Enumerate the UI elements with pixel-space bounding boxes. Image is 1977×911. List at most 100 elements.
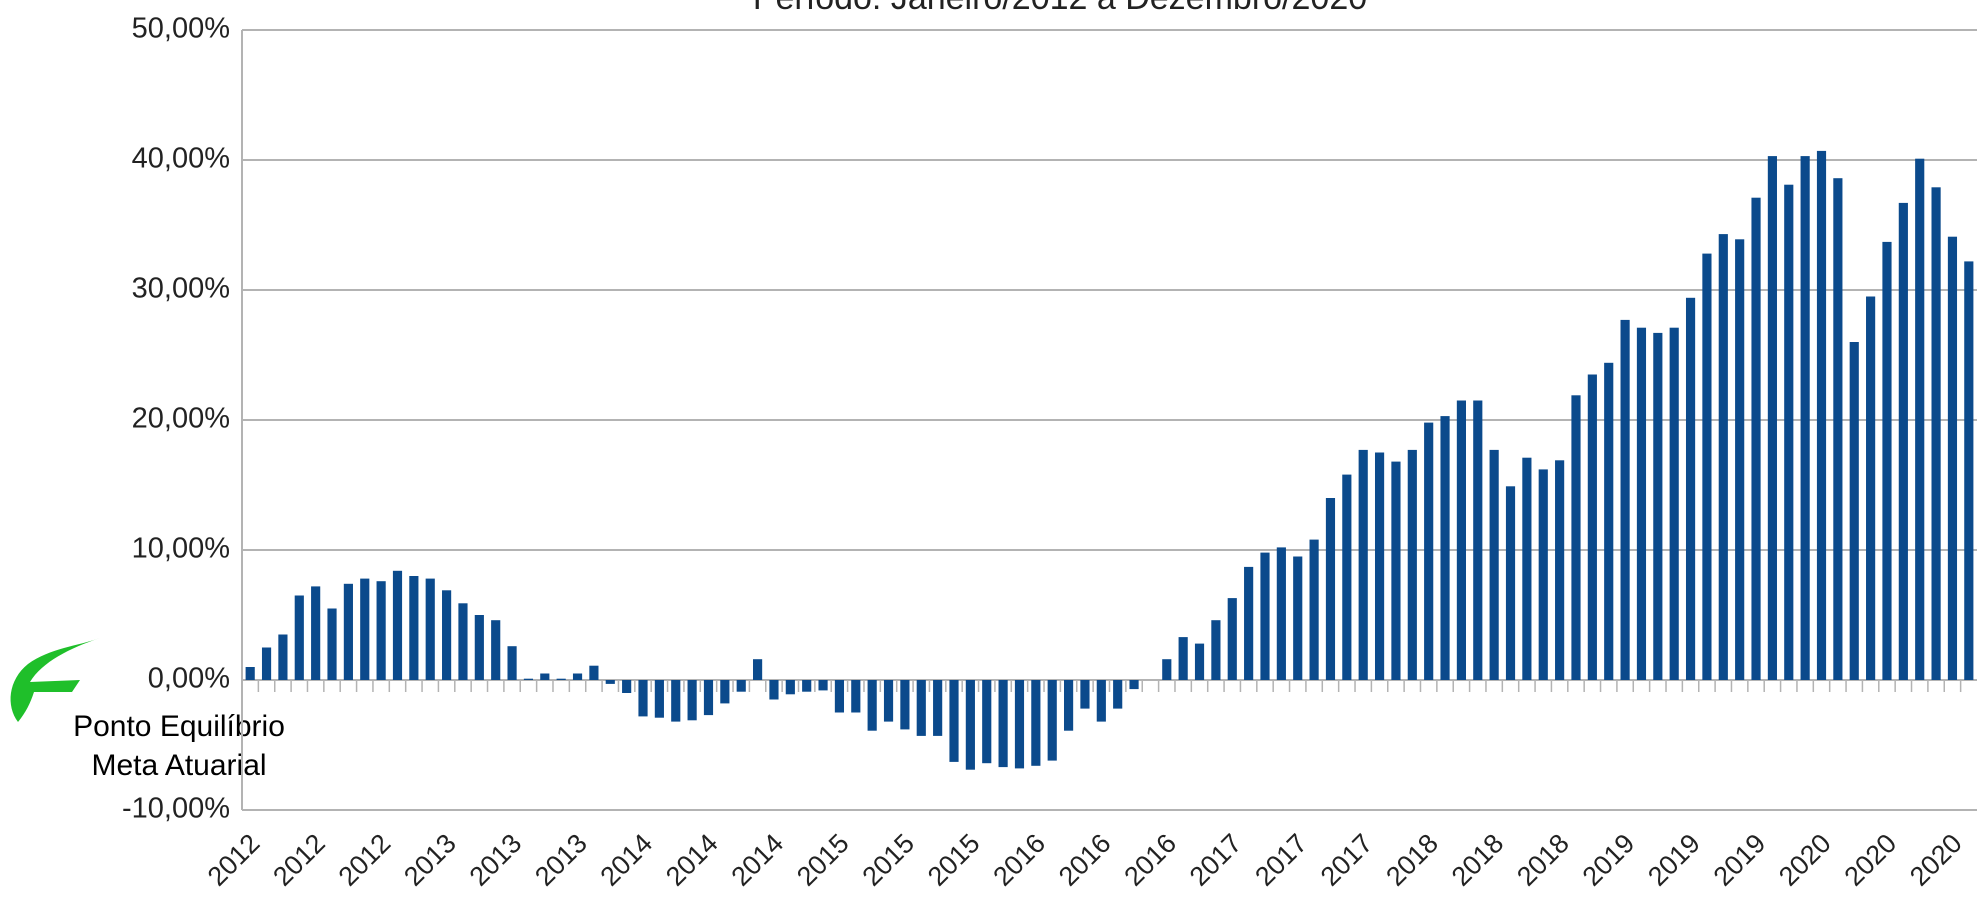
bar [883, 680, 894, 722]
bar [1293, 556, 1303, 680]
x-tick-label: 2020 [1904, 828, 1968, 892]
bar [1587, 374, 1597, 680]
bar [1342, 474, 1352, 680]
bar [392, 570, 403, 680]
x-tick-label: 2012 [267, 828, 331, 892]
x-tick-label: 2020 [1839, 828, 1903, 892]
y-tick-label: 50,00% [132, 13, 230, 45]
bar [1947, 236, 1958, 680]
bar [769, 680, 779, 700]
bar [1489, 449, 1499, 680]
bar [523, 678, 534, 680]
bar [638, 680, 648, 717]
bar [1407, 449, 1417, 680]
x-tick-label: 2012 [202, 828, 266, 892]
y-tick-label: -10,00% [122, 793, 230, 825]
bar [1816, 150, 1827, 680]
bar [1522, 457, 1532, 680]
bar [1358, 449, 1368, 680]
bar [1915, 158, 1925, 680]
bar [442, 590, 452, 680]
x-tick-label: 2015 [791, 828, 855, 892]
y-tick-label: 40,00% [132, 143, 230, 175]
bar [687, 680, 697, 721]
bar [1424, 422, 1434, 680]
y-tick-label: 0,00% [148, 663, 230, 695]
bar [572, 673, 583, 680]
x-tick-label: 2014 [660, 828, 724, 892]
bar [867, 680, 877, 731]
bar [1555, 460, 1565, 680]
bar [1718, 234, 1728, 680]
x-tick-label: 2017 [1315, 828, 1379, 892]
bar [785, 680, 795, 695]
annotation: Ponto Equilíbrio [73, 710, 285, 743]
bar [1800, 156, 1810, 681]
bar [1113, 680, 1123, 709]
bar [1784, 184, 1794, 680]
x-tick-label: 2013 [529, 828, 593, 892]
bar [1538, 469, 1548, 680]
bar [343, 583, 353, 680]
x-tick-label: 2019 [1708, 828, 1772, 892]
bar [1047, 680, 1057, 761]
bar [245, 667, 255, 680]
bar [998, 680, 1008, 768]
bar [589, 665, 599, 680]
bar [949, 680, 959, 762]
y-tick-label: 10,00% [132, 533, 230, 565]
x-tick-label: 2015 [856, 828, 920, 892]
x-tick-label: 2014 [595, 828, 659, 892]
bar [1096, 680, 1106, 722]
bar [409, 576, 419, 680]
bar [1604, 362, 1614, 680]
bar [1227, 598, 1237, 680]
bar [491, 620, 501, 680]
x-tick-label: 2019 [1577, 828, 1641, 892]
annotation-icon [10, 638, 101, 722]
x-tick-label: 2018 [1511, 828, 1575, 892]
bar [654, 680, 664, 718]
bar [1325, 498, 1336, 680]
y-tick-label: 30,00% [132, 273, 230, 305]
bar [1260, 552, 1270, 680]
chart-title: Período: Janeiro/2012 a Dezembro/2020 [753, 0, 1367, 17]
bar [278, 634, 288, 680]
bar [965, 680, 975, 770]
bar [1685, 297, 1696, 680]
bar [294, 595, 304, 680]
y-tick-label: 20,00% [132, 403, 230, 435]
bar [1882, 241, 1892, 680]
bar [1440, 416, 1450, 680]
bar [982, 680, 992, 764]
bar [1931, 187, 1941, 681]
bar [818, 680, 828, 691]
bar [540, 673, 550, 680]
x-tick-label: 2017 [1184, 828, 1248, 892]
x-tick-label: 2017 [1249, 828, 1313, 892]
bar [1849, 342, 1859, 680]
bar [605, 680, 615, 684]
bar [802, 680, 812, 692]
bar [1571, 395, 1581, 680]
x-tick-label: 2019 [1642, 828, 1706, 892]
bar [1178, 637, 1188, 680]
bar [1080, 680, 1090, 709]
bar [1653, 332, 1663, 680]
annotation: Meta Atuarial [91, 749, 266, 782]
bar [474, 615, 484, 680]
bar [1276, 547, 1286, 680]
bar [1620, 319, 1630, 680]
x-tick-label: 2018 [1380, 828, 1444, 892]
bar [556, 678, 566, 680]
bar [933, 680, 943, 736]
bar [851, 680, 861, 713]
bar [1014, 680, 1025, 769]
bar [1374, 452, 1385, 680]
bar [834, 680, 845, 713]
x-tick-label: 2013 [398, 828, 462, 892]
bar [1194, 643, 1205, 680]
bar [425, 578, 435, 680]
bar [1898, 202, 1908, 680]
